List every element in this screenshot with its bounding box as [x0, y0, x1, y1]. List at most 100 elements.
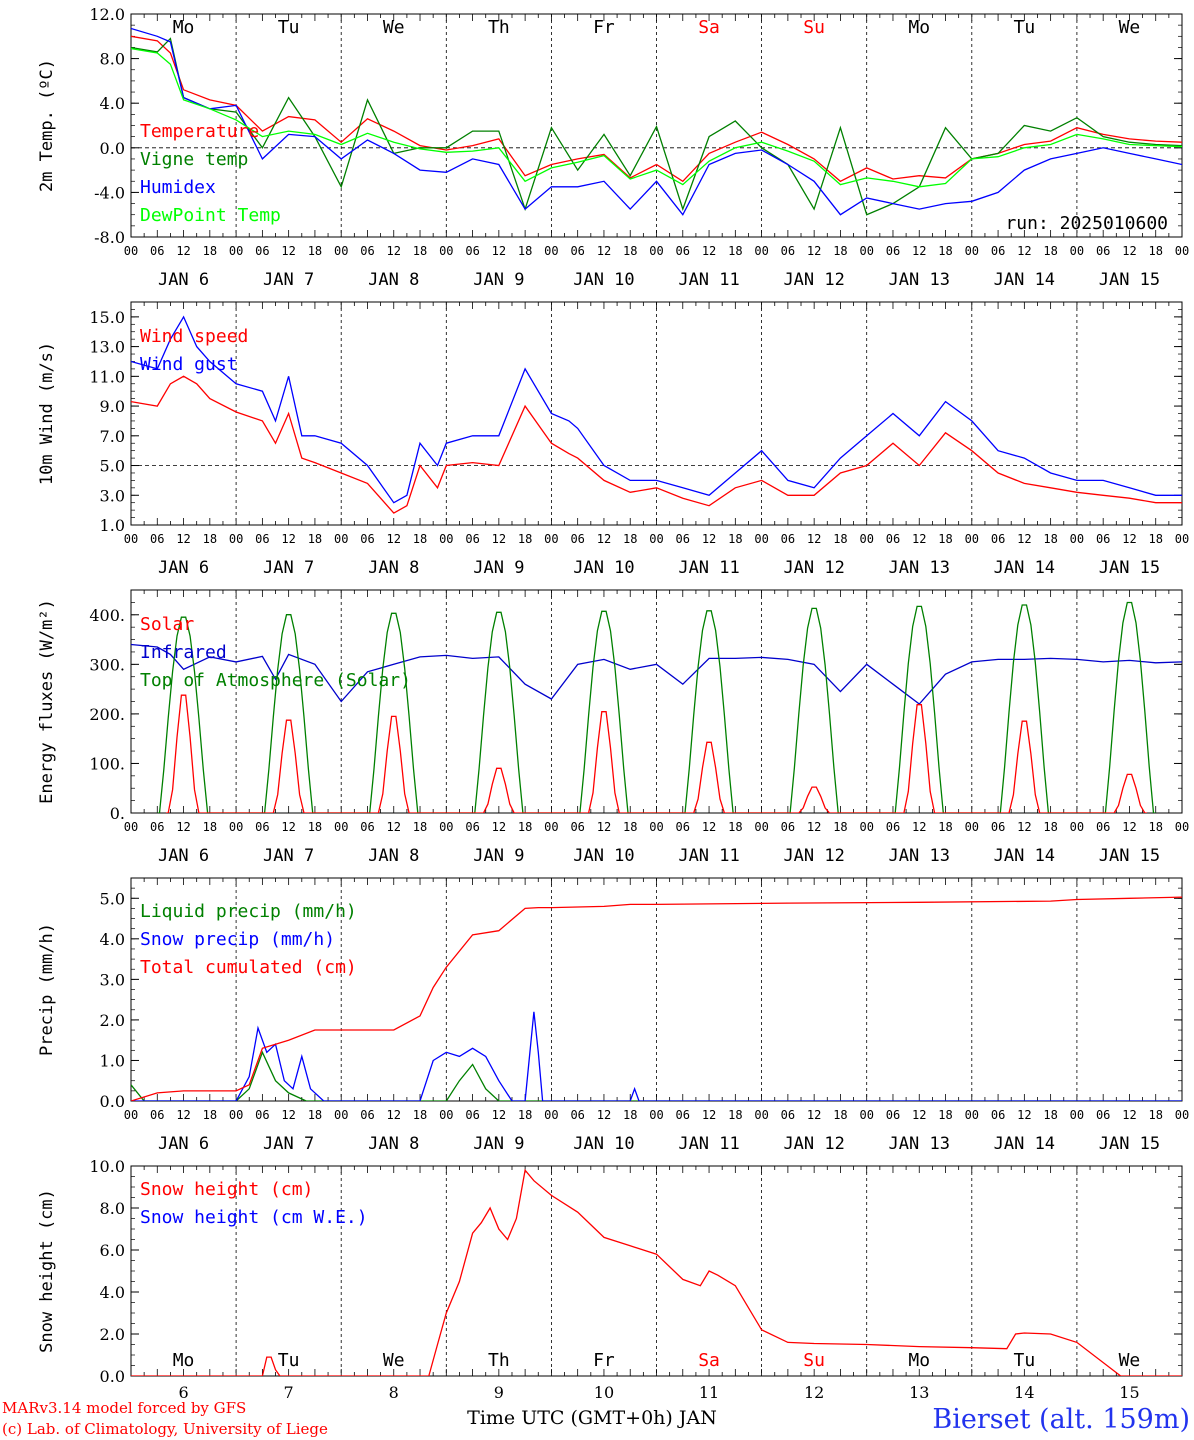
hour-tick-label: 12 — [281, 244, 295, 258]
hour-tick-label: 12 — [1017, 532, 1031, 546]
day-label: JAN 15 — [1099, 558, 1160, 578]
hour-tick-label: 12 — [912, 820, 926, 834]
y-axis-label: Energy fluxes (W/m²) — [37, 599, 57, 804]
hour-tick-label: 06 — [255, 1108, 269, 1122]
weekday-label: Sa — [698, 17, 720, 38]
hour-tick-label: 18 — [938, 532, 952, 546]
y-tick-label: 3.0 — [100, 486, 125, 505]
hour-tick-label: 06 — [1096, 244, 1110, 258]
hour-tick-label: 00 — [439, 1108, 453, 1122]
hour-tick-label: 00 — [124, 820, 138, 834]
y-tick-label: 1.0 — [100, 516, 125, 535]
panel-3: 0. 100. 200. 300. 400. Energy fluxes (W/m²) 00… — [37, 589, 1189, 866]
y-tick-label: 1.0 — [100, 1051, 125, 1070]
y-tick-label: 9.0 — [100, 397, 125, 416]
hour-tick-label: 12 — [597, 532, 611, 546]
hour-tick-label: 06 — [886, 244, 900, 258]
y-tick-label: 200. — [89, 705, 125, 724]
day-number-label: 10 — [594, 1383, 614, 1402]
hour-tick-label: 18 — [203, 532, 217, 546]
hour-tick-label: 06 — [150, 820, 164, 834]
day-label: JAN 15 — [1099, 270, 1160, 290]
legend-entry: Vigne temp — [140, 149, 248, 170]
y-tick-label: 5.0 — [100, 457, 125, 476]
model-credit-line-1: MARv3.14 model forced by GFS — [2, 1399, 246, 1417]
y-tick-label: 400. — [89, 606, 125, 625]
y-axis-label: 2m Temp. (ºC) — [37, 59, 57, 192]
hour-tick-label: 12 — [912, 244, 926, 258]
day-label: JAN 14 — [994, 1134, 1055, 1154]
y-tick-label: 8.0 — [100, 1199, 125, 1218]
day-label: JAN 14 — [994, 270, 1055, 290]
hour-tick-label: 12 — [176, 1108, 190, 1122]
series-dewpoint-temp-line — [131, 47, 1182, 188]
hour-tick-label: 00 — [1175, 532, 1189, 546]
hour-tick-label: 06 — [676, 820, 690, 834]
hour-tick-label: 00 — [229, 532, 243, 546]
hour-tick-label: 12 — [597, 820, 611, 834]
hour-tick-label: 00 — [754, 532, 768, 546]
model-credit-line-2: (c) Lab. of Climatology, University of L… — [2, 1420, 328, 1438]
y-tick-label: 15.0 — [89, 308, 125, 327]
hour-tick-label: 12 — [492, 820, 506, 834]
hour-tick-label: 18 — [833, 820, 847, 834]
hour-tick-label: 18 — [1043, 1108, 1057, 1122]
hour-tick-label: 18 — [518, 532, 532, 546]
legend-entry: Infrared — [140, 642, 227, 663]
hour-tick-label: 18 — [833, 532, 847, 546]
hour-tick-label: 00 — [1175, 244, 1189, 258]
day-label: JAN 8 — [368, 846, 419, 866]
weekday-label: Fr — [593, 17, 615, 38]
series-humidex-line — [131, 27, 1182, 216]
hour-tick-label: 18 — [623, 1108, 637, 1122]
y-tick-label: 5.0 — [100, 889, 125, 908]
weekday-label: Tu — [278, 1350, 300, 1371]
hour-tick-label: 00 — [1070, 1108, 1084, 1122]
hour-tick-label: 06 — [255, 532, 269, 546]
panel-5: 0.0 2.0 4.0 6.0 8.0 10.0 Snow height (cm) Mo Tu W… — [37, 1157, 1183, 1402]
hour-tick-label: 00 — [965, 820, 979, 834]
hour-tick-label: 12 — [807, 244, 821, 258]
hour-tick-label: 06 — [991, 820, 1005, 834]
hour-tick-label: 12 — [176, 532, 190, 546]
y-tick-label: 11.0 — [89, 367, 125, 386]
y-tick-label: 10.0 — [89, 1157, 125, 1176]
hour-tick-label: 00 — [229, 820, 243, 834]
series-snow-precip-mm-h-line — [131, 1011, 1182, 1101]
weekday-label: Mo — [908, 17, 930, 38]
hour-tick-label: 00 — [124, 532, 138, 546]
hour-tick-label: 00 — [859, 1108, 873, 1122]
hour-tick-label: 12 — [492, 244, 506, 258]
day-label: JAN 11 — [678, 1134, 739, 1154]
hour-tick-label: 00 — [754, 244, 768, 258]
hour-tick-label: 12 — [492, 1108, 506, 1122]
panel-2: 1.0 3.0 5.0 7.0 9.0 11.0 13.0 15.0 10m Wind (m/s… — [37, 301, 1189, 578]
day-label: JAN 10 — [573, 846, 634, 866]
weekday-label: Sa — [698, 1350, 720, 1371]
hour-tick-label: 18 — [938, 820, 952, 834]
hour-tick-label: 00 — [544, 820, 558, 834]
y-axis-label: 10m Wind (m/s) — [37, 342, 57, 485]
hour-tick-label: 12 — [281, 532, 295, 546]
series-solar-line — [166, 694, 1147, 813]
day-number-label: 12 — [804, 1383, 824, 1402]
day-number-label: 13 — [909, 1383, 929, 1402]
hour-tick-label: 00 — [1070, 532, 1084, 546]
hour-tick-label: 18 — [413, 1108, 427, 1122]
hour-tick-label: 18 — [938, 244, 952, 258]
y-tick-label: 0.0 — [100, 1092, 125, 1111]
plot-frame — [130, 589, 1183, 814]
hour-tick-label: 18 — [308, 244, 322, 258]
hour-tick-label: 06 — [1096, 1108, 1110, 1122]
day-label: JAN 13 — [889, 270, 950, 290]
hour-tick-label: 12 — [807, 532, 821, 546]
hour-tick-label: 06 — [781, 532, 795, 546]
hour-tick-label: 06 — [150, 244, 164, 258]
y-tick-label: 100. — [89, 754, 125, 773]
hour-tick-label: 18 — [728, 1108, 742, 1122]
day-label: JAN 11 — [678, 558, 739, 578]
weekday-label: Th — [488, 1350, 510, 1371]
hour-tick-label: 06 — [991, 532, 1005, 546]
hour-tick-label: 18 — [203, 1108, 217, 1122]
hour-tick-label: 12 — [1017, 244, 1031, 258]
